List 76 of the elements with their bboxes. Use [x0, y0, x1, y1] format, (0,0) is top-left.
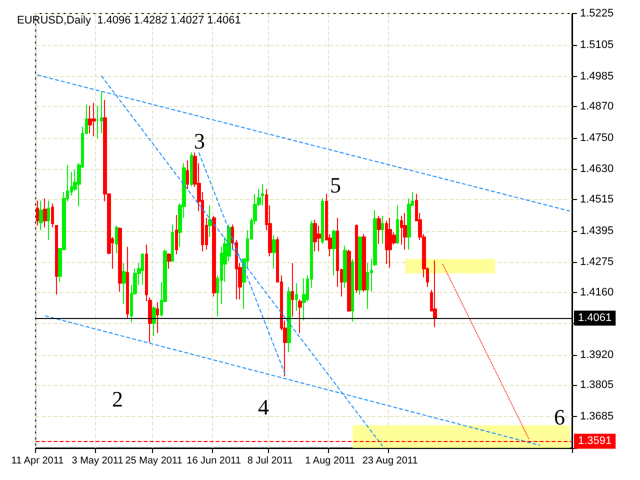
candlestick — [156, 302, 159, 334]
candlestick — [212, 215, 216, 297]
y-tick-label: 1.4160 — [580, 286, 614, 298]
y-tick-label: 1.4630 — [580, 163, 614, 176]
candlestick — [186, 160, 189, 190]
candlestick — [51, 203, 54, 228]
y-tick-label: 1.4515 — [580, 193, 614, 206]
x-tick-label: 1 Aug 2011 — [305, 456, 356, 466]
candlestick — [377, 215, 381, 244]
ref-line-label: 1.4061 — [578, 312, 612, 324]
candlestick — [343, 245, 347, 288]
candlestick — [381, 215, 384, 244]
candlestick — [88, 105, 92, 134]
candlestick — [141, 252, 144, 286]
candlestick — [358, 236, 362, 296]
y-tick-label: 1.5225 — [580, 8, 614, 20]
candlestick — [321, 198, 324, 244]
candlestick — [190, 152, 193, 187]
candlestick — [152, 306, 156, 336]
y-tick-label: 1.4985 — [580, 70, 614, 82]
candlestick — [385, 220, 388, 264]
candlestick — [171, 224, 174, 262]
y-tick-label: 1.4395 — [580, 224, 614, 237]
candlestick — [351, 258, 354, 322]
annotation: 2 — [112, 386, 123, 412]
y-tick-label: 1.4275 — [580, 256, 614, 268]
candlestick — [366, 262, 369, 310]
x-tick-label: 8 Jul 2011 — [247, 456, 294, 466]
candlestick — [118, 226, 122, 292]
y-tick-label: 1.4870 — [580, 100, 614, 112]
x-tick-label: 3 May 2011 — [72, 456, 124, 466]
x-tick-label: 16 Jun 2011 — [186, 456, 242, 466]
candlestick — [362, 234, 366, 292]
candlestick — [55, 225, 58, 296]
x-tick-label: 11 Apr 2011 — [11, 456, 64, 466]
y-tick-label: 1.3805 — [580, 379, 614, 392]
candlestick — [313, 219, 317, 252]
candlestick — [287, 286, 291, 353]
candlestick — [388, 217, 392, 268]
candlestick — [433, 260, 437, 328]
candlestick — [347, 249, 351, 312]
chart-title: EURUSD,Daily 1.4096 1.4282 1.4027 1.4061 — [17, 14, 241, 26]
candlestick — [100, 90, 103, 134]
candlestick — [115, 225, 118, 254]
candlestick — [175, 214, 178, 255]
y-tick-label: 1.3920 — [580, 349, 614, 362]
annotation: 5 — [330, 172, 341, 198]
candlestick — [355, 224, 358, 294]
annotation: 4 — [258, 394, 269, 420]
y-tick-label: 1.4750 — [580, 132, 614, 144]
y-tick-label: 1.5105 — [580, 38, 614, 51]
annotation: 3 — [194, 128, 205, 154]
x-tick-label: 25 May 2011 — [125, 456, 183, 466]
candlestick — [36, 200, 39, 226]
candlestick — [403, 212, 407, 250]
candlestick — [122, 262, 126, 305]
candlestick — [126, 246, 129, 320]
candlestick — [92, 102, 96, 137]
candlestick — [396, 204, 399, 244]
y-tick-label: 1.3685 — [580, 410, 614, 423]
candlestick — [302, 278, 306, 322]
candlestick — [47, 200, 50, 240]
x-tick-label: 23 Aug 2011 — [362, 456, 418, 466]
candlestick — [208, 204, 212, 238]
candlestick — [400, 215, 403, 246]
candlestick — [295, 282, 298, 312]
candlestick — [167, 252, 171, 270]
candlestick — [43, 198, 47, 228]
candlestick — [39, 200, 43, 231]
candlestick — [298, 298, 302, 334]
candlestick — [272, 234, 276, 270]
annotation: 6 — [554, 404, 565, 430]
ref-line-label: 1.3591 — [578, 435, 612, 448]
candlestick — [291, 262, 294, 318]
candlestick — [261, 184, 264, 206]
candlestick — [332, 228, 336, 276]
